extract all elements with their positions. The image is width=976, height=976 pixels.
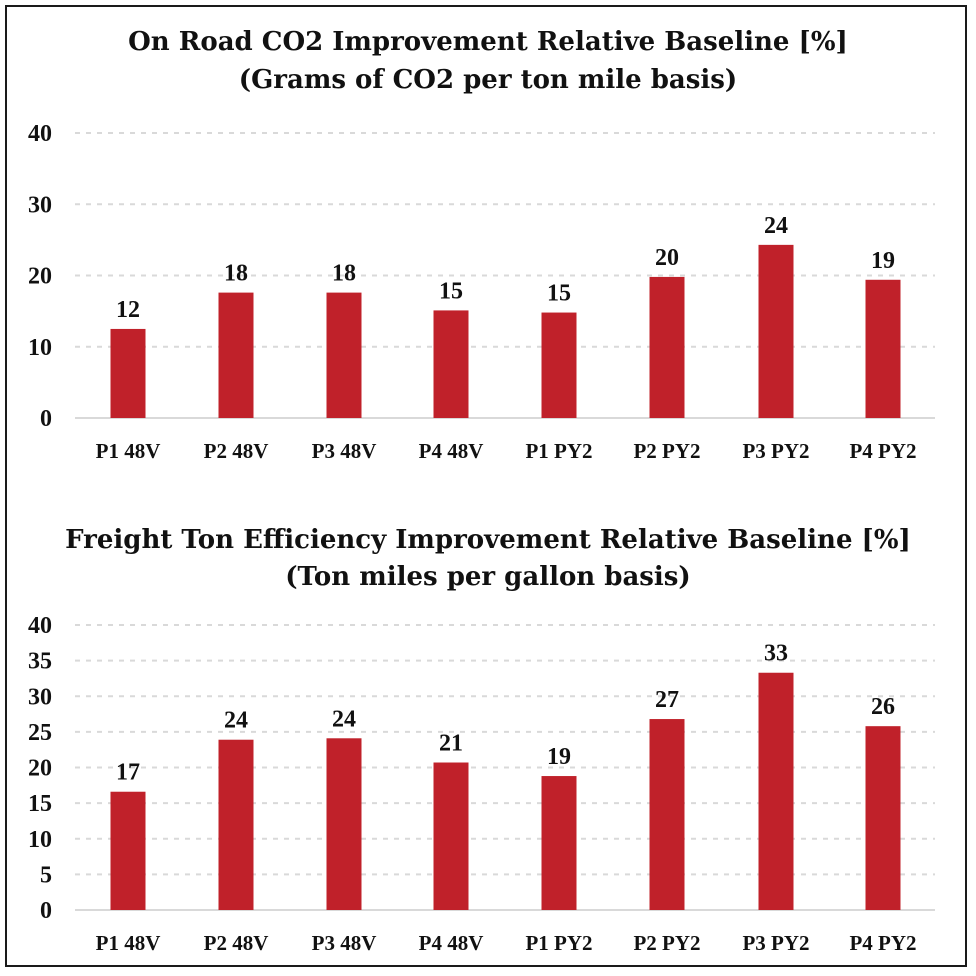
x-tick-label: P1 PY2: [525, 439, 592, 463]
x-tick-label: P3 PY2: [742, 439, 809, 463]
data-label: 15: [439, 278, 463, 304]
y-tick-label: 20: [28, 756, 52, 782]
x-tick-label: P3 PY2: [742, 931, 809, 955]
x-tick-label: P4 PY2: [849, 439, 916, 463]
bar: [110, 791, 146, 910]
bar: [649, 719, 685, 910]
x-tick-label: P1 48V: [96, 439, 161, 463]
y-tick-label: 5: [40, 862, 52, 888]
gridlines: [75, 132, 935, 419]
bar: [218, 292, 254, 418]
x-tick-label: P1 48V: [96, 931, 161, 955]
bar: [326, 738, 362, 910]
x-axis-categories: P1 48V P2 48V P3 48V P4 48V P1 PY2 P2 PY2 P3 P…: [96, 931, 917, 955]
y-tick-label: 0: [40, 898, 52, 924]
x-tick-label: P4 48V: [419, 931, 484, 955]
x-axis-categories: P1 48V P2 48V P3 48V P4 48V P1 PY2 P2 PY2 P3 P…: [96, 439, 917, 463]
data-label: 24: [224, 708, 248, 734]
data-label: 17: [116, 760, 140, 786]
bar: [758, 672, 794, 910]
data-label: 15: [547, 281, 571, 307]
data-label: 19: [547, 744, 571, 770]
x-tick-label: P3 48V: [312, 931, 377, 955]
y-tick-label: 40: [28, 613, 52, 639]
gridlines: [75, 624, 935, 911]
x-tick-label: P4 48V: [419, 439, 484, 463]
data-label: 26: [871, 694, 895, 720]
chart-title: Freight Ton Efficiency Improvement Relat…: [65, 525, 911, 555]
bar: [541, 776, 577, 910]
chart-co2: On Road CO2 Improvement Relative Baselin…: [28, 27, 935, 463]
data-label: 18: [332, 261, 356, 287]
data-labels: 12 18 18 15 15 20 24 19: [116, 213, 895, 323]
data-label: 12: [116, 297, 140, 323]
bars: [110, 244, 901, 418]
chart-freight: Freight Ton Efficiency Improvement Relat…: [28, 525, 935, 955]
data-label: 21: [439, 731, 463, 757]
chart-subtitle: (Ton miles per gallon basis): [285, 562, 691, 592]
data-label: 24: [332, 706, 356, 732]
data-label: 19: [871, 248, 895, 274]
bar: [758, 244, 794, 418]
bar: [110, 328, 146, 418]
x-tick-label: P3 48V: [312, 439, 377, 463]
y-tick-label: 10: [28, 335, 52, 361]
bar: [433, 310, 469, 418]
y-tick-label: 20: [28, 264, 52, 290]
bar: [218, 739, 254, 910]
bars: [110, 672, 901, 910]
y-tick-label: 40: [28, 121, 52, 147]
y-tick-label: 25: [28, 720, 52, 746]
x-tick-label: P2 48V: [204, 439, 269, 463]
x-tick-label: P2 PY2: [633, 931, 700, 955]
data-label: 20: [655, 245, 679, 271]
bar: [649, 276, 685, 418]
bar: [865, 279, 901, 418]
chart-subtitle: (Grams of CO2 per ton mile basis): [239, 65, 737, 95]
y-axis-ticks: 0 10 20 30 40: [28, 121, 52, 432]
data-label: 18: [224, 261, 248, 287]
y-tick-label: 10: [28, 827, 52, 853]
bar: [541, 312, 577, 418]
y-tick-label: 30: [28, 192, 52, 218]
y-tick-label: 0: [40, 406, 52, 432]
y-axis-ticks: 0 5 10 15 20 25 30 35 40: [28, 613, 52, 924]
data-label: 24: [764, 213, 788, 239]
x-tick-label: P2 PY2: [633, 439, 700, 463]
data-label: 33: [764, 641, 788, 667]
data-labels: 17 24 24 21 19 27 33 26: [116, 641, 895, 786]
y-tick-label: 35: [28, 649, 52, 675]
chart-title: On Road CO2 Improvement Relative Baselin…: [128, 27, 848, 57]
x-tick-label: P2 48V: [204, 931, 269, 955]
figure-frame: [5, 5, 967, 967]
y-tick-label: 15: [28, 791, 52, 817]
bar: [865, 726, 901, 910]
y-tick-label: 30: [28, 684, 52, 710]
data-label: 27: [655, 687, 679, 713]
bar: [326, 292, 362, 418]
x-tick-label: P4 PY2: [849, 931, 916, 955]
x-tick-label: P1 PY2: [525, 931, 592, 955]
bar: [433, 762, 469, 910]
